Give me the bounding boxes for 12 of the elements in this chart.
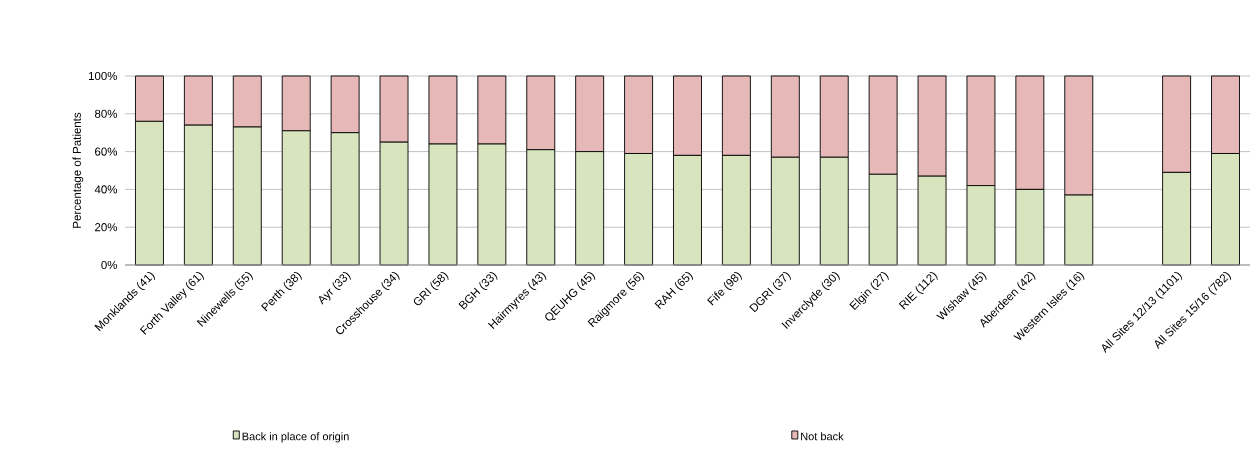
y-tick-label: 100%	[88, 71, 118, 81]
y-tick-label: 80%	[94, 109, 118, 118]
legend-label: Back in place of origin	[242, 432, 349, 443]
y-axis-title: Percentage of Patients	[72, 112, 84, 228]
y-tick-label: 0%	[101, 260, 118, 270]
x-tick-label: Ayr (33)	[318, 271, 351, 305]
legend-label: Not back	[801, 432, 844, 441]
y-tick-label: 60%	[95, 147, 118, 156]
x-tick-label: Fife (98)	[707, 271, 742, 306]
y-tick-label: 40%	[94, 185, 118, 194]
x-tick-label: GRI (58)	[413, 271, 449, 306]
y-tick-label: 20%	[95, 223, 118, 232]
